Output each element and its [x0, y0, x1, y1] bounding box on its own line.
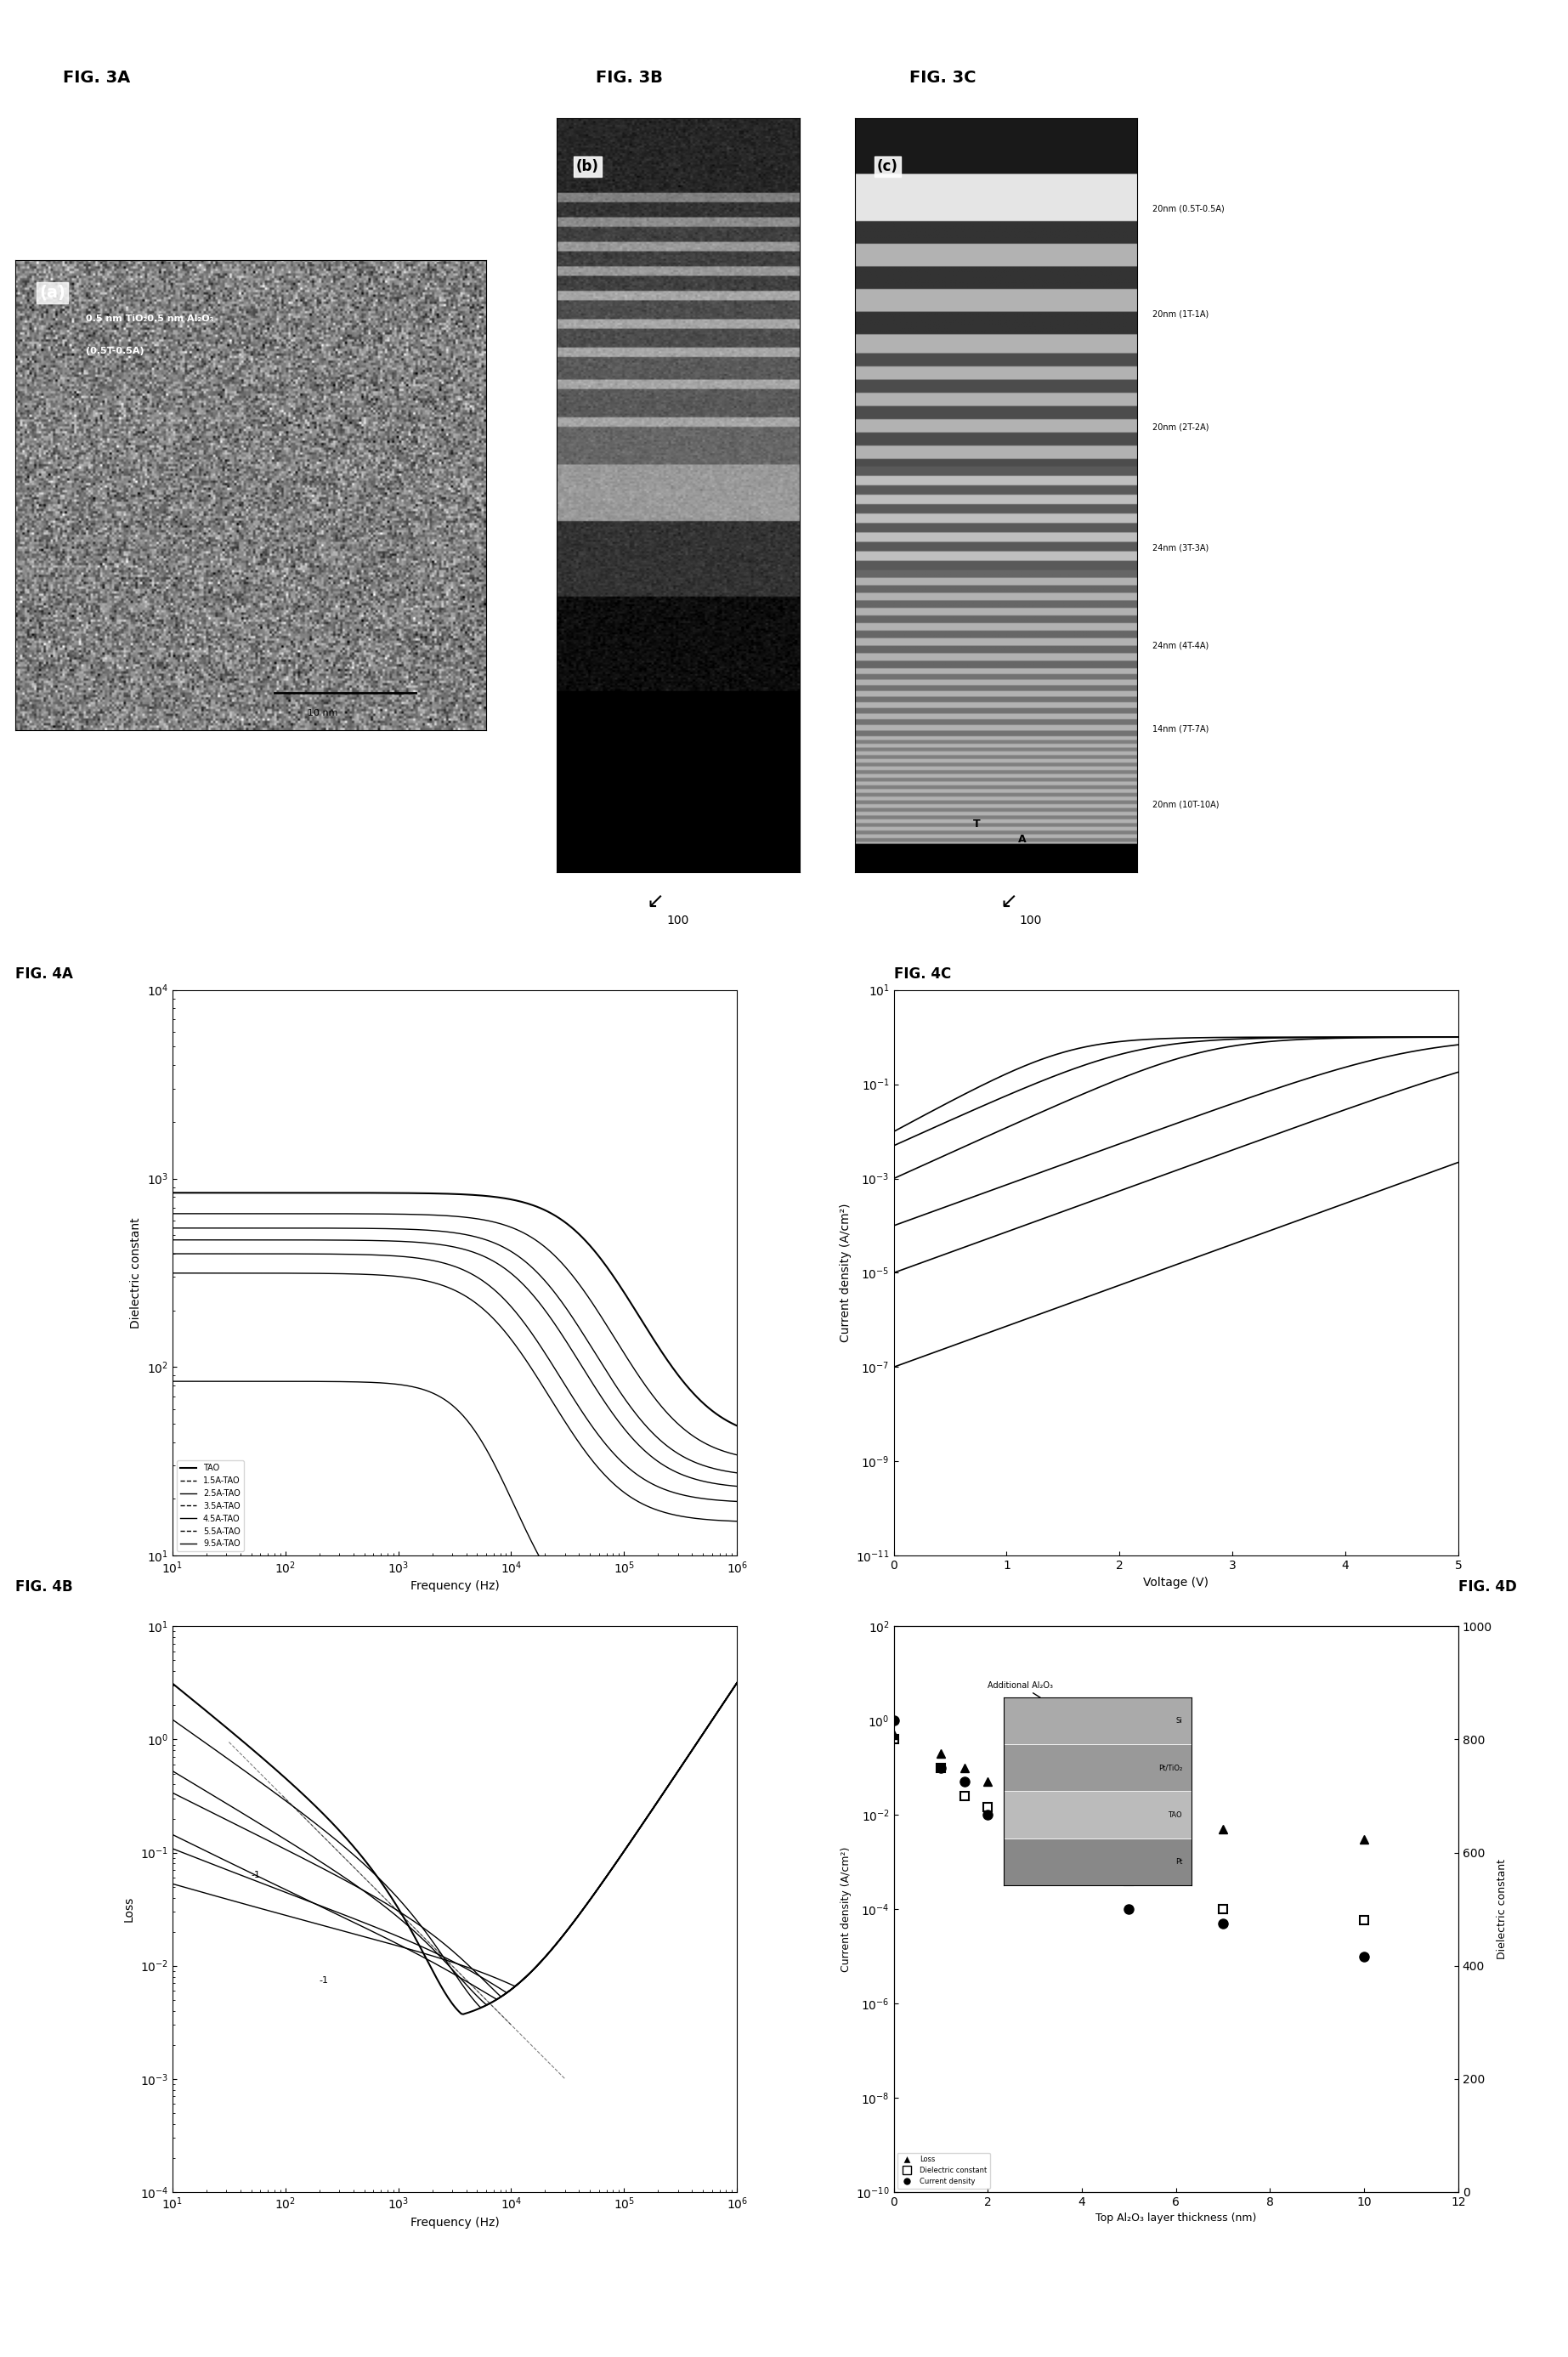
Dielectric constant: [1025, 1810, 1044, 1838]
Current density: [1120, 1895, 1138, 1923]
Text: 20nm (0.5T-0.5A): 20nm (0.5T-0.5A): [1152, 205, 1225, 212]
Text: FIG. 3B: FIG. 3B: [596, 71, 663, 85]
Text: A: A: [1018, 834, 1027, 844]
Text: 0.5 nm TiO₂0.5 nm Al₂O₃: 0.5 nm TiO₂0.5 nm Al₂O₃: [86, 313, 215, 323]
X-axis label: Top Al₂O₃ layer thickness (nm): Top Al₂O₃ layer thickness (nm): [1096, 2213, 1256, 2223]
Text: FIG. 4D: FIG. 4D: [1458, 1579, 1516, 1593]
X-axis label: Frequency (Hz): Frequency (Hz): [411, 1579, 499, 1593]
Legend: Loss, Dielectric constant, Current density: Loss, Dielectric constant, Current densi…: [897, 2152, 989, 2187]
Dielectric constant: [931, 1754, 950, 1782]
Dielectric constant: [955, 1782, 974, 1810]
Loss: [931, 1739, 950, 1768]
Text: (0.5T-0.5A): (0.5T-0.5A): [86, 346, 144, 356]
Text: FIG. 4C: FIG. 4C: [894, 966, 950, 981]
Y-axis label: Dielectric constant: Dielectric constant: [1497, 1860, 1508, 1959]
Text: 20nm (10T-10A): 20nm (10T-10A): [1152, 799, 1220, 808]
Current density: [955, 1768, 974, 1796]
Dielectric constant: [1355, 1907, 1374, 1935]
Text: Si: Si: [1176, 1716, 1182, 1725]
Current density: [1355, 1942, 1374, 1970]
Loss: [955, 1754, 974, 1782]
Text: Pt: Pt: [1174, 1857, 1182, 1867]
Text: (b): (b): [575, 158, 599, 174]
X-axis label: Voltage (V): Voltage (V): [1143, 1577, 1209, 1589]
Current density: [1214, 1909, 1232, 1937]
Text: $\swarrow$: $\swarrow$: [643, 891, 663, 912]
Text: FIG. 3A: FIG. 3A: [63, 71, 130, 85]
Text: 24nm (3T-3A): 24nm (3T-3A): [1152, 544, 1209, 552]
Loss: [1025, 1787, 1044, 1815]
Current density: [884, 1706, 903, 1735]
Text: (c): (c): [877, 158, 898, 174]
Current density: [1073, 1862, 1091, 1890]
Loss: [884, 1721, 903, 1749]
Text: -1: -1: [320, 1978, 329, 1985]
Current density: [931, 1754, 950, 1782]
Loss: [1355, 1824, 1374, 1853]
Y-axis label: Current density (A/cm²): Current density (A/cm²): [839, 1204, 851, 1341]
Line: Dielectric constant: Dielectric constant: [889, 1735, 1369, 1926]
Text: 100: 100: [666, 915, 688, 926]
Text: 20nm (1T-1A): 20nm (1T-1A): [1152, 309, 1209, 318]
Dielectric constant: [978, 1794, 997, 1822]
Bar: [1004, 1697, 1192, 1744]
Dielectric constant: [1120, 1867, 1138, 1895]
Y-axis label: Dielectric constant: Dielectric constant: [130, 1216, 143, 1329]
Text: -1: -1: [251, 1871, 260, 1879]
Loss: [1073, 1801, 1091, 1829]
Line: Loss: Loss: [889, 1730, 1369, 1843]
Text: FIG. 3C: FIG. 3C: [909, 71, 977, 85]
Text: 14nm (7T-7A): 14nm (7T-7A): [1152, 724, 1209, 733]
Bar: [1004, 1838, 1192, 1886]
Text: 20nm (2T-2A): 20nm (2T-2A): [1152, 422, 1209, 431]
Dielectric constant: [1073, 1838, 1091, 1867]
Loss: [978, 1768, 997, 1796]
Dielectric constant: [884, 1725, 903, 1754]
Current density: [1025, 1848, 1044, 1876]
Text: $\swarrow$: $\swarrow$: [996, 891, 1016, 912]
Line: Current density: Current density: [889, 1716, 1369, 1961]
Bar: [1004, 1744, 1192, 1791]
Legend: TAO, 1.5A-TAO, 2.5A-TAO, 3.5A-TAO, 4.5A-TAO, 5.5A-TAO, 9.5A-TAO: TAO, 1.5A-TAO, 2.5A-TAO, 3.5A-TAO, 4.5A-…: [177, 1461, 243, 1551]
Text: FIG. 4B: FIG. 4B: [16, 1579, 74, 1593]
Text: 100: 100: [1019, 915, 1041, 926]
Text: (a): (a): [39, 285, 66, 302]
Text: TAO: TAO: [1168, 1810, 1182, 1820]
X-axis label: Frequency (Hz): Frequency (Hz): [411, 2216, 499, 2230]
Text: FIG. 4A: FIG. 4A: [16, 966, 74, 981]
Text: T: T: [974, 818, 980, 830]
Text: 10 nm: 10 nm: [307, 709, 337, 719]
Text: Additional Al₂O₃: Additional Al₂O₃: [988, 1681, 1126, 1751]
Dielectric constant: [1214, 1895, 1232, 1923]
Current density: [978, 1801, 997, 1829]
Text: 24nm (4T-4A): 24nm (4T-4A): [1152, 641, 1209, 651]
Y-axis label: Loss: Loss: [124, 1897, 135, 1921]
Bar: [1004, 1791, 1192, 1838]
Y-axis label: Current density (A/cm²): Current density (A/cm²): [840, 1846, 851, 1973]
Loss: [1214, 1815, 1232, 1843]
Text: Pt/TiO₂: Pt/TiO₂: [1159, 1763, 1182, 1772]
Loss: [1120, 1805, 1138, 1834]
